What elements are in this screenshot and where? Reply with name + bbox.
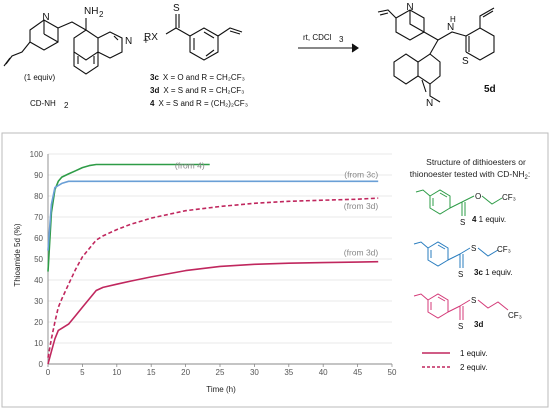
- y-tick-label: 20: [34, 318, 43, 327]
- atom-s2-compound-3d: S: [458, 322, 463, 331]
- structure-compound-4: [415, 189, 503, 216]
- reaction-conditions: rt, CDCl: [303, 33, 332, 42]
- y-axis-label: Thioamide 5d (%): [13, 223, 22, 286]
- y-tick-label: 80: [34, 192, 43, 201]
- chart-annotations: (from 4) (from 3c) (from 3d) (from 3d): [175, 161, 378, 258]
- reactant1-label-subscript: 2: [64, 101, 69, 110]
- atom-s-compound-4: S: [460, 218, 465, 227]
- compound-list: 3c X = O and R = CH₂CF₃ 3d X = S and R = C…: [150, 73, 248, 108]
- atom-s-product: S: [462, 56, 469, 67]
- x-tick-label: 45: [353, 368, 362, 377]
- x-tick-label: 25: [216, 368, 225, 377]
- chart-axes: 0 10 20 30 40 50 60 70 80 90 100 0 5 10 15 20 25 30 35 40 45…: [30, 150, 397, 377]
- compound-3d-desc: X = S and R = CH₂CF₃: [163, 86, 244, 95]
- atom-s-reagent: S: [173, 3, 180, 14]
- atom-n-quinoline: N: [125, 36, 132, 47]
- atom-s2-compound-3c: S: [458, 270, 463, 279]
- cf3-compound-3d: CF₃: [508, 311, 522, 320]
- y-tick-label: 10: [34, 339, 43, 348]
- compound-3c-desc: X = O and R = CH₂CF₃: [163, 73, 245, 82]
- y-tick-label: 90: [34, 171, 43, 180]
- atom-n-product: N: [406, 2, 413, 13]
- chart-legend: 1 equiv. 2 equiv.: [422, 349, 487, 372]
- reactant1-equiv: (1 equiv): [24, 73, 55, 82]
- y-tick-label: 30: [34, 297, 43, 306]
- product-label: 5d: [484, 84, 496, 95]
- compound-4-desc: X = S and R = (CH₂)₂CF₃: [158, 99, 248, 108]
- series-annotation-1: (from 3c): [344, 169, 378, 179]
- reagent-structure: [165, 14, 243, 61]
- series-line-0: [47, 163, 210, 272]
- x-tick-label: 0: [46, 368, 51, 377]
- plus-sign: +: [143, 36, 149, 47]
- structures-panel-title-1: Structure of dithioesters or: [426, 157, 526, 167]
- svg-text:3dX = S and R = CH₂CF₃: 3d X = S and R = CH₂CF₃: [150, 86, 244, 95]
- atom-n-product-quinoline: N: [426, 98, 433, 109]
- x-tick-label: 35: [284, 368, 293, 377]
- x-tick-label: 20: [181, 368, 190, 377]
- reaction-conditions-subscript: 3: [339, 35, 344, 44]
- series-line-1: [47, 180, 379, 251]
- compound-3c-label: 3c 1 equiv.: [474, 268, 513, 277]
- y-tick-label: 50: [34, 255, 43, 264]
- x-tick-label: 10: [112, 368, 121, 377]
- x-tick-label: 30: [250, 368, 259, 377]
- series-annotation-0: (from 4): [175, 161, 205, 171]
- atom-nh2: NH: [84, 6, 98, 17]
- series-line-2: [47, 197, 379, 358]
- structure-compound-3d: [413, 293, 509, 320]
- svg-text:4X = S and R = (CH₂)₂CF₃: 4X = S and R = (CH₂)₂CF₃: [150, 99, 248, 108]
- compound-3d-id: 3d: [150, 86, 159, 95]
- cf3-compound-4: CF₃: [502, 193, 516, 202]
- y-tick-label: 100: [30, 150, 44, 159]
- compound-3d-label: 3d: [474, 320, 483, 329]
- atom-h-product: H: [450, 15, 456, 24]
- y-tick-label: 60: [34, 234, 43, 243]
- y-tick-label: 40: [34, 276, 43, 285]
- reaction-arrow: [298, 43, 359, 53]
- kinetics-chart: 0 10 20 30 40 50 60 70 80 90 100 0 5 10 15 20 25 30 35 40 45…: [13, 150, 397, 394]
- legend-label-2-equiv: 2 equiv.: [460, 363, 487, 372]
- cf3-compound-3c: CF₃: [497, 245, 511, 254]
- atom-nh-product: N: [447, 22, 454, 33]
- compound-4-label: 4 1 equiv.: [472, 215, 506, 224]
- atom-s1-compound-3d: S: [471, 296, 476, 305]
- series-annotation-2: (from 3d): [344, 201, 379, 211]
- reactant1-label: CD-NH: [30, 99, 56, 108]
- structures-panel-title-2: thionoester tested with CD-NH2:: [410, 169, 531, 181]
- reagent-group: RX: [144, 32, 158, 43]
- chart-series: [47, 163, 379, 365]
- y-tick-label: 0: [39, 360, 44, 369]
- x-axis-label: Time (h): [206, 385, 236, 394]
- legend-label-1-equiv: 1 equiv.: [460, 349, 487, 358]
- x-tick-label: 40: [319, 368, 328, 377]
- product-structure: [377, 7, 495, 103]
- compound-4-id: 4: [150, 99, 155, 108]
- atom-s1-compound-3c: S: [471, 244, 476, 253]
- atom-n-quinuclidine: N: [42, 12, 49, 23]
- atom-nh2-subscript: 2: [99, 10, 104, 19]
- y-tick-label: 70: [34, 213, 43, 222]
- chart-frame: [1, 132, 549, 408]
- series-line-3: [47, 260, 379, 365]
- svg-text:3cX = O and R = CH₂CF₃: 3c X = O and R = CH₂CF₃: [150, 73, 245, 82]
- compound-3c-id: 3c: [150, 73, 159, 82]
- reaction-scheme: N NH 2 N (1 equiv) CD-NH 2 + S RX 3c X = …: [3, 2, 496, 110]
- structure-compound-3c: [413, 241, 499, 268]
- atom-o-compound-4: O: [475, 192, 481, 201]
- chart-grid: [48, 153, 392, 365]
- x-tick-label: 5: [80, 368, 85, 377]
- series-annotation-3: (from 3d): [344, 248, 379, 258]
- x-tick-label: 15: [147, 368, 156, 377]
- structures-panel: Structure of dithioesters or thionoester…: [410, 157, 531, 372]
- x-tick-label: 50: [388, 368, 397, 377]
- reactant-cd-nh2-structure: [3, 18, 123, 75]
